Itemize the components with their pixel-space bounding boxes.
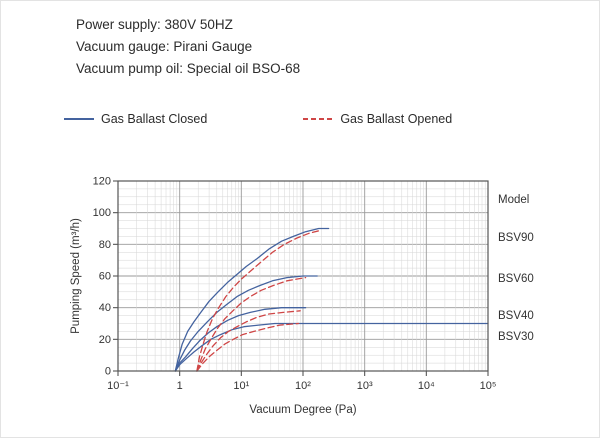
legend-label-opened: Gas Ballast Opened [340, 112, 453, 126]
x-tick-1e1: 10¹ [233, 380, 249, 392]
x-tick-1e5: 10⁵ [480, 380, 497, 392]
dashed-line-swatch [303, 118, 334, 120]
solid-line-swatch [64, 118, 94, 120]
legend-item-gas-ballast-opened: Gas Ballast Opened [303, 112, 452, 126]
x-tick-1e4: 10⁴ [418, 380, 435, 392]
spec-line-vacuum-gauge: Vacuum gauge: Pirani Gauge [76, 39, 253, 54]
chart-curves [174, 227, 489, 372]
x-tick-1e-1: 10⁻¹ [107, 380, 129, 392]
model-label-bsv90: BSV90 [498, 232, 534, 244]
pumping-speed-chart: 0 20 40 60 80 100 120 10⁻¹ 1 10¹ 10² 10³… [1, 151, 599, 437]
model-label-bsv30: BSV30 [498, 331, 534, 343]
x-tick-1: 1 [177, 380, 183, 392]
model-label-bsv60: BSV60 [498, 273, 534, 285]
model-column-title: Model [498, 194, 529, 206]
y-tick-40: 40 [99, 302, 111, 314]
x-tick-1e2: 10² [295, 380, 311, 392]
y-tick-100: 100 [93, 207, 111, 219]
spec-line-pump-oil: Vacuum pump oil: Special oil BSO-68 [76, 61, 301, 76]
model-label-bsv40: BSV40 [498, 310, 534, 322]
spec-header: Power supply: 380V 50HZ Vacuum gauge: Pi… [76, 14, 300, 80]
chart-legend: Gas Ballast Closed Gas Ballast Opened [64, 112, 452, 126]
y-tick-60: 60 [99, 271, 111, 283]
x-tick-1e3: 10³ [357, 380, 373, 392]
x-axis-label: Vacuum Degree (Pa) [249, 404, 356, 416]
y-tick-0: 0 [105, 366, 111, 378]
y-tick-80: 80 [99, 239, 111, 251]
chart-svg: 0 20 40 60 80 100 120 10⁻¹ 1 10¹ 10² 10³… [70, 176, 534, 417]
spec-line-power-supply: Power supply: 380V 50HZ [76, 17, 233, 32]
y-axis-label: Pumping Speed (m³/h) [70, 218, 82, 334]
y-tick-20: 20 [99, 334, 111, 346]
plot-border [117, 180, 489, 372]
legend-label-closed: Gas Ballast Closed [101, 112, 208, 126]
legend-item-gas-ballast-closed: Gas Ballast Closed [64, 112, 207, 126]
y-tick-120: 120 [93, 176, 111, 188]
